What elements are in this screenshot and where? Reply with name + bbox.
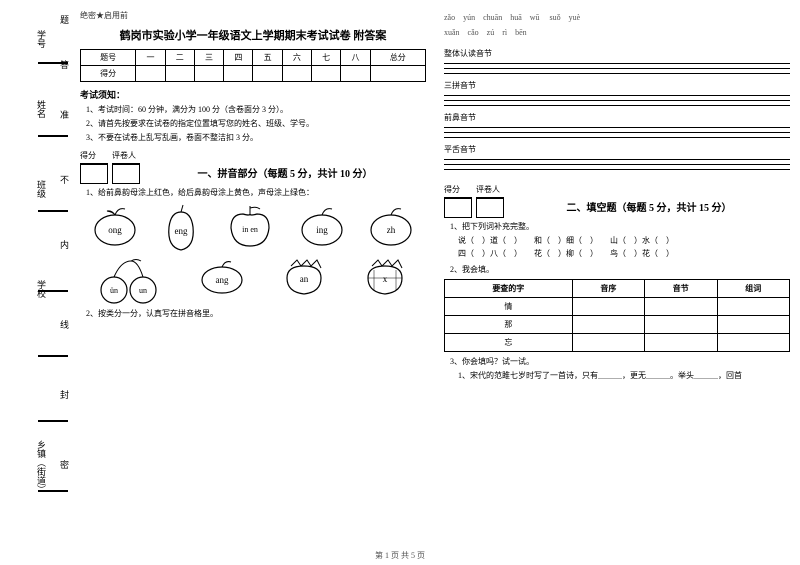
score-header: 三 [194, 50, 223, 66]
fruit-row-1: ong eng in en ing zh [80, 202, 426, 252]
score-table: 题号 一 二 三 四 五 六 七 八 总分 得分 [80, 49, 426, 82]
table-header: 音序 [572, 279, 644, 297]
score-header: 七 [312, 50, 341, 66]
notice-item: 2、请首先按要求在试卷的指定位置填写您的姓名、班级、学号。 [86, 118, 426, 130]
fruit-icon: ün un [96, 256, 166, 304]
eval-row: 得分 评卷人 二、填空题（每题 5 分，共计 15 分） [444, 184, 790, 218]
score-header: 二 [165, 50, 194, 66]
svg-text:ang: ang [216, 275, 229, 285]
fruit-icon: eng [159, 202, 204, 252]
fruit-row-2: ün un ang an x [80, 256, 426, 304]
eval-box [80, 164, 108, 184]
answer-table: 要查的字 音序 音节 组词 情 那 忘 [444, 279, 790, 352]
eval-box [112, 164, 140, 184]
label-name: 姓名 [35, 100, 48, 118]
eval-label: 评卷人 [476, 184, 504, 198]
eval-label: 得分 [444, 184, 472, 198]
eval-row: 得分 评卷人 一、拼音部分（每题 5 分，共计 10 分） [80, 150, 426, 184]
category-label: 整体认读音节 [444, 48, 790, 59]
category-label: 三拼音节 [444, 80, 790, 91]
table-header: 要查的字 [445, 279, 573, 297]
eval-label: 评卷人 [112, 150, 140, 164]
label-town: 乡镇（街道） [35, 440, 48, 494]
pinyin-options: zǎo yún chuān huā wū suǒ yuè [444, 12, 790, 23]
score-header: 总分 [370, 50, 425, 66]
pinyin-options: xuǎn cǎo zú rì bēn [444, 27, 790, 38]
side-gutter: 学号 题 答 姓名 准 班级 不 内 学校 线 封 乡镇（街道） 密 [0, 0, 75, 565]
fruit-icon: ong [90, 202, 140, 247]
table-header: 音节 [645, 279, 717, 297]
margin-char: 封 [58, 390, 71, 399]
fill-blank-line: 1、宋代的范雎七岁时写了一首诗，只有＿＿＿，更无＿＿＿。举头＿＿＿，回首 [458, 370, 790, 383]
score-header: 一 [136, 50, 165, 66]
fruit-icon: in en [223, 202, 278, 250]
question-text: 2、我会填。 [450, 264, 790, 275]
fill-blank-line: 四（ ）八（ ） 花（ ）柳（ ） 鸟（ ）花（ ） [458, 248, 790, 261]
margin-char: 密 [58, 460, 71, 469]
fruit-icon: zh [366, 202, 416, 247]
section-title: 一、拼音部分（每题 5 分，共计 10 分） [144, 165, 426, 180]
notice-item: 1、考试时间：60 分钟，满分为 100 分（含卷面分 3 分）。 [86, 104, 426, 116]
page-content: 绝密★启用前 鹤岗市实验小学一年级语文上学期期末考试试卷 附答案 题号 一 二 … [80, 10, 790, 565]
svg-text:eng: eng [174, 226, 187, 236]
category-label: 平舌音节 [444, 144, 790, 155]
section-title: 二、填空题（每题 5 分，共计 15 分） [508, 199, 790, 214]
table-cell: 情 [445, 297, 573, 315]
question-text: 1、把下列词补充完整。 [450, 221, 790, 232]
margin-char: 不 [58, 175, 71, 184]
secret-label: 绝密★启用前 [80, 10, 426, 21]
svg-text:un: un [139, 286, 147, 295]
svg-text:x: x [383, 274, 388, 284]
margin-char: 准 [58, 110, 71, 119]
notice-item: 3、不要在试卷上乱写乱画，卷面不整洁扣 3 分。 [86, 132, 426, 144]
page-footer: 第 1 页 共 5 页 [0, 550, 800, 561]
notice-heading: 考试须知： [80, 88, 426, 101]
margin-char: 内 [58, 240, 71, 249]
svg-text:zh: zh [387, 225, 396, 235]
question-text: 3、你会填吗？试一试。 [450, 356, 790, 367]
margin-char: 题 [58, 15, 71, 24]
score-header: 题号 [81, 50, 136, 66]
exam-title: 鹤岗市实验小学一年级语文上学期期末考试试卷 附答案 [80, 27, 426, 43]
svg-text:ong: ong [108, 225, 122, 235]
table-cell: 忘 [445, 333, 573, 351]
svg-text:in en: in en [242, 225, 258, 234]
right-column: zǎo yún chuān huā wū suǒ yuè xuǎn cǎo zú… [444, 10, 790, 565]
svg-text:ün: ün [110, 286, 118, 295]
question-text: 1、给前鼻韵母涂上红色，给后鼻韵母涂上黄色，声母涂上绿色： [86, 187, 426, 198]
category-label: 前鼻音节 [444, 112, 790, 123]
eval-box [444, 198, 472, 218]
eval-label: 得分 [80, 150, 108, 164]
label-class: 班级 [35, 180, 48, 198]
question-text: 2、按类分一分，认真写在拼音格里。 [86, 308, 426, 319]
fruit-icon: ing [297, 202, 347, 247]
score-header: 八 [341, 50, 370, 66]
svg-text:an: an [300, 274, 309, 284]
fruit-icon: ang [197, 256, 247, 296]
score-row-label: 得分 [81, 66, 136, 82]
fruit-icon: x [360, 256, 410, 298]
margin-char: 线 [58, 320, 71, 329]
left-column: 绝密★启用前 鹤岗市实验小学一年级语文上学期期末考试试卷 附答案 题号 一 二 … [80, 10, 426, 565]
eval-box [476, 198, 504, 218]
score-header: 五 [253, 50, 282, 66]
fill-blank-line: 说（ ）道（ ） 和（ ）细（ ） 山（ ）水（ ） [458, 235, 790, 248]
score-header: 六 [282, 50, 311, 66]
label-school: 学校 [35, 280, 48, 298]
table-header: 组词 [717, 279, 789, 297]
svg-text:ing: ing [316, 225, 328, 235]
fruit-icon: an [279, 256, 329, 298]
table-cell: 那 [445, 315, 573, 333]
score-header: 四 [224, 50, 253, 66]
label-student-id: 学号 [35, 30, 48, 48]
